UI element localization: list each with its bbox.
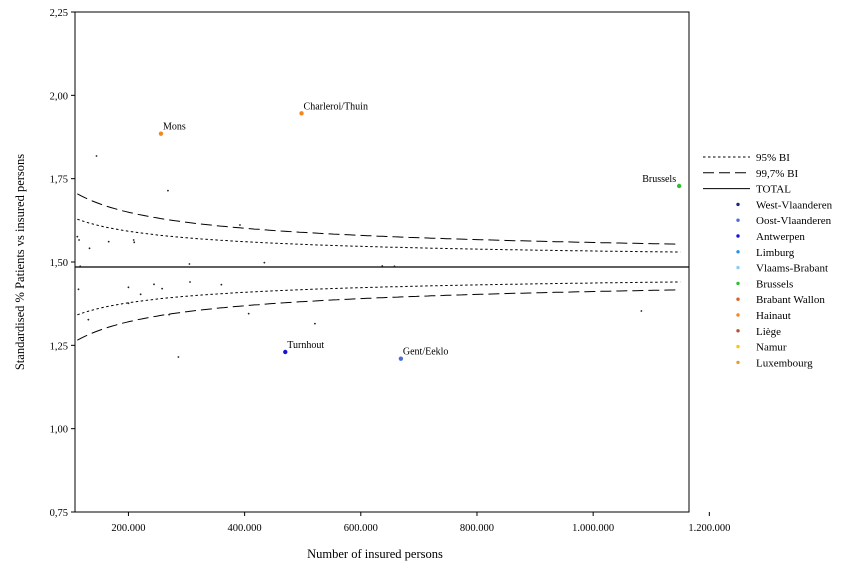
data-point (393, 265, 396, 268)
legend-label: TOTAL (756, 184, 791, 196)
x-axis-title: Number of insured persons (307, 547, 443, 561)
legend-swatch-dot (736, 250, 740, 254)
ci997-upper-curve (77, 193, 681, 245)
point-label: Turnhout (287, 340, 324, 351)
x-tick-label: 1.000.000 (572, 523, 614, 534)
data-point (314, 322, 316, 325)
x-tick-label: 800.000 (460, 523, 494, 534)
data-point (168, 313, 171, 316)
legend-swatch-dot (736, 234, 740, 238)
data-point (139, 293, 142, 296)
legend-label: 95% BI (756, 152, 790, 164)
data-point (127, 286, 130, 289)
legend-label: Limburg (756, 247, 795, 259)
data-point (95, 155, 98, 157)
data-point (640, 310, 643, 312)
legend-label: Brussels (756, 278, 793, 290)
y-axis-ticks: 0,75 1,00 1,25 1,50 1,75 2,00 2,25 (50, 8, 75, 519)
labeled-data-point (158, 131, 164, 136)
data-point (188, 263, 191, 265)
plot-area-frame (74, 11, 690, 513)
y-tick-label: 2,00 (50, 91, 68, 102)
data-point (133, 241, 136, 244)
x-tick-label: 400.000 (228, 523, 262, 534)
y-tick-label: 1,75 (50, 175, 68, 186)
ci95-lower-curve (77, 281, 681, 316)
y-axis-title: Standardised % Patients vs insured perso… (13, 154, 27, 370)
data-point (76, 235, 79, 238)
point-label: Mons (163, 122, 186, 133)
data-points: Charleroi/Thuin Mons Brussels Turnhout Gent/… (76, 101, 682, 361)
y-tick-label: 1,25 (50, 341, 68, 352)
legend: 95% BI 99,7% BI TOTAL West-Vlaanderen Oost-V… (703, 152, 833, 369)
data-point (177, 356, 180, 358)
legend-label: Oost-Vlaanderen (756, 215, 832, 227)
ci997-lower-curve (77, 289, 681, 341)
data-point (127, 302, 130, 305)
data-point (107, 240, 110, 243)
legend-swatch-dot (736, 218, 740, 222)
legend-swatch-dot (736, 313, 740, 317)
y-tick-label: 1,00 (50, 425, 68, 436)
legend-label: 99,7% BI (756, 168, 799, 180)
data-point (88, 247, 91, 250)
data-point (77, 288, 80, 291)
legend-swatch-dot (736, 360, 740, 365)
labeled-data-point (398, 356, 404, 361)
data-point (189, 281, 191, 283)
legend-label: Namur (756, 342, 787, 354)
legend-label: Hainaut (756, 310, 791, 322)
data-point (247, 312, 250, 315)
legend-label: Antwerpen (756, 231, 805, 243)
legend-swatch-dot (736, 202, 740, 207)
legend-swatch-dot (736, 329, 740, 333)
data-point (167, 189, 169, 192)
data-point (220, 283, 223, 286)
point-label: Charleroi/Thuin (304, 101, 368, 112)
legend-label: Luxembourg (756, 357, 813, 369)
data-point (381, 265, 384, 267)
legend-label: Brabant Wallon (756, 294, 825, 306)
data-point (263, 261, 266, 264)
data-point (132, 239, 135, 241)
data-point (153, 283, 155, 286)
legend-label: Liège (756, 326, 781, 338)
labeled-data-point (676, 183, 682, 189)
legend-swatch-dot (736, 297, 740, 301)
point-label: Gent/Eeklo (403, 347, 449, 358)
y-tick-label: 2,25 (50, 8, 68, 19)
legend-label: West-Vlaanderen (756, 199, 833, 211)
legend-swatch-dot (736, 281, 740, 286)
y-tick-label: 1,50 (50, 258, 68, 269)
data-point (78, 239, 80, 241)
data-point (87, 318, 90, 321)
legend-label: Vlaams-Brabant (756, 263, 828, 275)
x-tick-label: 1.200.000 (688, 523, 730, 534)
labeled-data-point (299, 111, 304, 116)
data-point (79, 265, 82, 268)
y-tick-label: 0,75 (50, 508, 68, 519)
point-label: Brussels (642, 174, 676, 185)
ci95-upper-curve (77, 218, 681, 253)
data-point (239, 224, 241, 226)
legend-swatch-dot (736, 265, 740, 270)
x-axis-ticks: 200.000 400.000 600.000 800.000 1.000.000 1.2… (111, 512, 730, 534)
labeled-data-point (283, 349, 288, 355)
x-tick-label: 600.000 (344, 523, 378, 534)
data-point (161, 287, 164, 290)
legend-swatch-dot (736, 344, 740, 349)
confidence-bands (77, 193, 681, 341)
x-tick-label: 200.000 (111, 523, 145, 534)
